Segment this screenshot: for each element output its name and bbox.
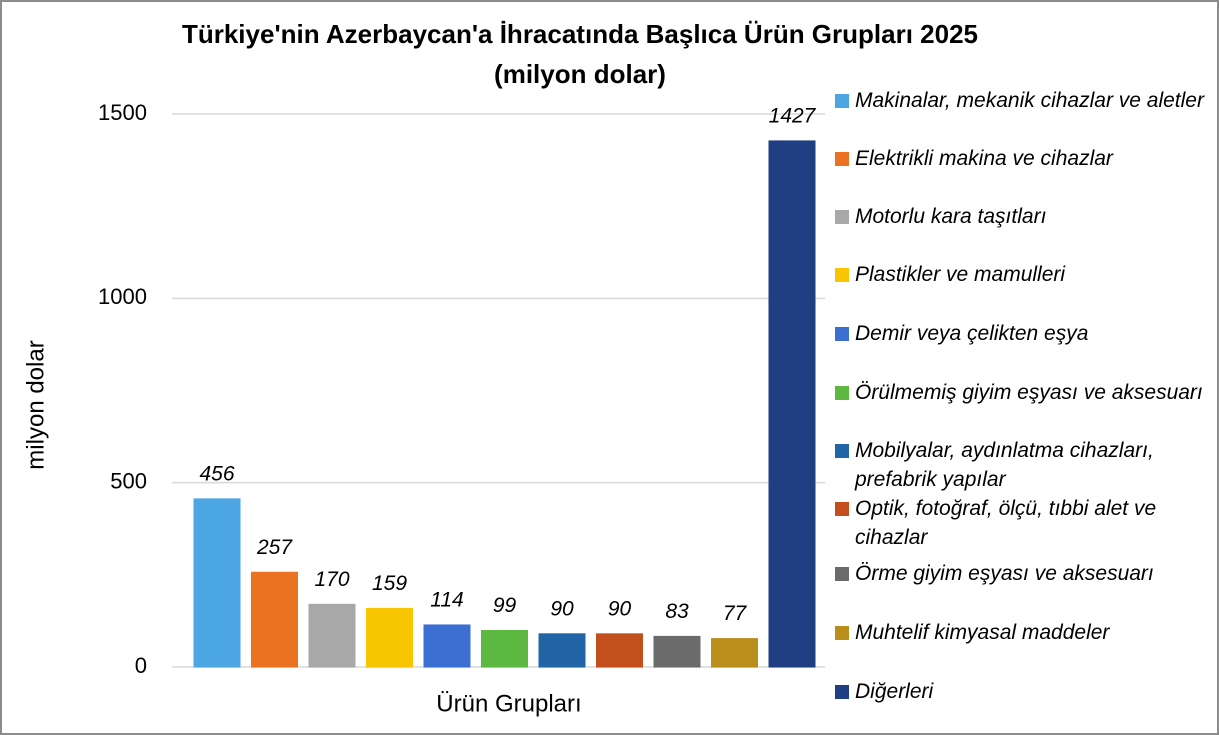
legend-label: Mobilyalar, aydınlatma cihazları, prefab… xyxy=(855,439,1154,491)
legend-item: Örme giyim eşyası ve aksesuarı xyxy=(835,559,1205,588)
legend-label: Örme giyim eşyası ve aksesuarı xyxy=(855,562,1154,585)
data-label: 77 xyxy=(723,602,748,625)
legend-label: Diğerleri xyxy=(855,680,934,703)
data-label: 114 xyxy=(430,589,463,612)
legend-label: Örülmemiş giyim eşyası ve aksesuarı xyxy=(855,381,1203,404)
bar xyxy=(596,633,643,668)
chart-subtitle: (milyon dolar) xyxy=(494,59,666,89)
bar xyxy=(308,603,356,668)
data-label: 90 xyxy=(550,597,574,620)
legend-item: Motorlu kara taşıtları xyxy=(835,202,1205,231)
y-tick-label: 1000 xyxy=(98,284,147,309)
legend-swatch xyxy=(835,152,849,166)
data-label: 170 xyxy=(314,568,349,591)
y-tick-label: 0 xyxy=(135,653,147,678)
legend-swatch xyxy=(835,502,849,516)
bar xyxy=(538,633,586,668)
legend-swatch xyxy=(835,386,849,400)
legend-item: Makinalar, mekanik cihazlar ve aletler xyxy=(835,86,1205,115)
legend-label: Makinalar, mekanik cihazlar ve aletler xyxy=(855,89,1204,112)
bar xyxy=(481,630,528,668)
legend-swatch xyxy=(835,626,849,640)
legend-label: Muhtelif kimyasal maddeler xyxy=(855,621,1110,644)
legend-label: Demir veya çelikten eşya xyxy=(855,322,1089,345)
legend-swatch xyxy=(835,567,849,581)
legend-swatch xyxy=(835,685,849,699)
legend-swatch xyxy=(835,444,849,458)
legend-item: Mobilyalar, aydınlatma cihazları, prefab… xyxy=(835,436,1205,494)
bar xyxy=(193,498,241,668)
legend-label: Plastikler ve mamulleri xyxy=(855,263,1066,286)
bar xyxy=(366,607,413,668)
legend-item: Demir veya çelikten eşya xyxy=(835,319,1205,348)
legend-item: Örülmemiş giyim eşyası ve aksesuarı xyxy=(835,378,1205,407)
y-axis-label: milyon dolar xyxy=(22,340,49,469)
legend-label: Optik, fotoğraf, ölçü, tıbbi alet ve cih… xyxy=(855,497,1157,549)
bar xyxy=(653,635,701,668)
data-label: 257 xyxy=(256,536,293,559)
x-axis-label: Ürün Grupları xyxy=(436,690,581,717)
legend-swatch xyxy=(835,327,849,341)
data-label: 90 xyxy=(608,597,632,620)
legend-swatch xyxy=(835,94,849,108)
data-label: 456 xyxy=(199,462,234,485)
legend-label: Motorlu kara taşıtları xyxy=(855,205,1047,228)
legend-item: Optik, fotoğraf, ölçü, tıbbi alet ve cih… xyxy=(835,494,1205,552)
legend-item: Plastikler ve mamulleri xyxy=(835,260,1205,289)
legend-swatch xyxy=(835,268,849,282)
bar xyxy=(768,140,816,668)
y-tick-label: 500 xyxy=(110,468,147,493)
data-label: 99 xyxy=(493,594,517,617)
bar xyxy=(251,571,298,668)
chart-title: Türkiye'nin Azerbaycan'a İhracatında Baş… xyxy=(182,19,978,49)
y-tick-label: 1500 xyxy=(98,100,147,125)
data-label: 83 xyxy=(665,600,689,623)
bar xyxy=(711,638,758,668)
legend-label: Elektrikli makina ve cihazlar xyxy=(855,147,1113,170)
data-label: 159 xyxy=(372,572,407,595)
legend-item: Diğerleri xyxy=(835,677,1205,706)
legend-item: Elektrikli makina ve cihazlar xyxy=(835,144,1205,173)
bar xyxy=(423,624,471,668)
legend-item: Muhtelif kimyasal maddeler xyxy=(835,618,1205,647)
legend-swatch xyxy=(835,210,849,224)
data-label: 1427 xyxy=(769,104,817,127)
